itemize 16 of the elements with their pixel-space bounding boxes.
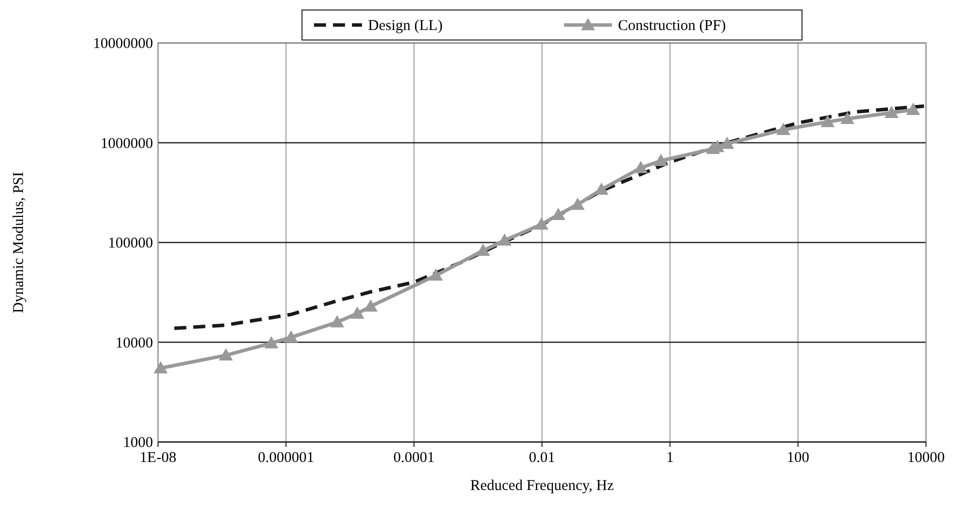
x-tick-label: 0.0001 <box>393 450 435 466</box>
x-tick-label: 100 <box>786 450 810 466</box>
y-tick-label: 1000000 <box>100 136 153 152</box>
y-tick-label: 100000 <box>108 236 153 252</box>
x-tick-label: 1 <box>666 450 674 466</box>
x-tick-label: 0.000001 <box>258 450 314 466</box>
x-tick-label: 10000 <box>907 450 945 466</box>
legend-label: Design (LL) <box>368 18 443 34</box>
y-axis-title: Dynamic Modulus, PSI <box>11 172 27 314</box>
legend-label: Construction (PF) <box>618 18 726 34</box>
x-axis-title: Reduced Frequency, Hz <box>470 478 614 494</box>
x-tick-label: 0.01 <box>528 450 556 466</box>
y-tick-label: 1000 <box>123 435 153 451</box>
y-tick-label: 10000 <box>116 335 153 352</box>
y-tick-label: 10000000 <box>93 36 153 52</box>
x-tick-label: 1E-08 <box>140 450 176 466</box>
